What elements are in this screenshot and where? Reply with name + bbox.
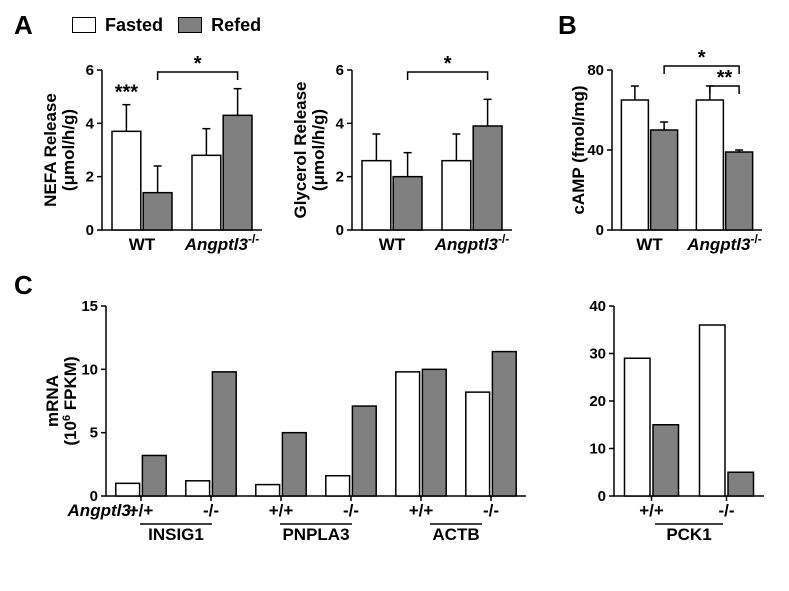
legend: Fasted Refed xyxy=(72,14,261,36)
legend-label-refed: Refed xyxy=(211,15,261,35)
svg-text:6: 6 xyxy=(336,62,344,79)
svg-text:***: *** xyxy=(115,82,139,104)
svg-text:Angptl3:: Angptl3: xyxy=(67,501,137,520)
svg-text:WT: WT xyxy=(379,235,406,254)
svg-text:4: 4 xyxy=(86,115,95,132)
panel-label-c: C xyxy=(14,270,33,301)
svg-text:0: 0 xyxy=(598,488,606,505)
svg-text:PNPLA3: PNPLA3 xyxy=(282,525,349,544)
svg-text:40: 40 xyxy=(589,298,606,315)
svg-text:2: 2 xyxy=(86,169,94,186)
svg-text:80: 80 xyxy=(587,62,604,79)
svg-text:PCK1: PCK1 xyxy=(666,525,711,544)
svg-text:Angptl3-/-: Angptl3-/- xyxy=(434,232,510,254)
svg-text:0: 0 xyxy=(336,222,344,239)
svg-text:*: * xyxy=(194,53,202,75)
svg-text:5: 5 xyxy=(90,425,98,442)
svg-text:20: 20 xyxy=(589,393,606,410)
svg-text:10: 10 xyxy=(589,441,606,458)
svg-text:+/+: +/+ xyxy=(409,501,434,520)
svg-text:mRNA(106 FPKM): mRNA(106 FPKM) xyxy=(43,356,80,445)
camp-chart: 04080cAMP (fmol/mg)WTAngptl3-/-*** xyxy=(570,44,780,279)
svg-text:+/+: +/+ xyxy=(639,501,664,520)
svg-text:WT: WT xyxy=(129,235,156,254)
svg-text:INSIG1: INSIG1 xyxy=(148,525,204,544)
svg-text:+/+: +/+ xyxy=(269,501,294,520)
svg-text:0: 0 xyxy=(596,222,604,239)
svg-text:30: 30 xyxy=(589,346,606,363)
svg-text:ACTB: ACTB xyxy=(432,525,479,544)
svg-text:WT: WT xyxy=(636,235,663,254)
legend-label-fasted: Fasted xyxy=(105,15,163,35)
panel-label-a: A xyxy=(14,10,33,41)
svg-text:6: 6 xyxy=(86,62,94,79)
panel-label-b: B xyxy=(558,10,577,41)
svg-text:Glycerol Release(μmol/h/g): Glycerol Release(μmol/h/g) xyxy=(291,81,328,218)
svg-text:40: 40 xyxy=(587,142,604,159)
svg-text:*: * xyxy=(444,53,452,75)
mrna-left-chart: 051015mRNA(106 FPKM)+/+-/-+/+-/-+/+-/-An… xyxy=(50,296,540,586)
figure: A B C Fasted Refed 0 2 4 6 NEFA Release(μmol… xyxy=(10,10,779,581)
svg-text:10: 10 xyxy=(81,361,98,378)
svg-text:-/-: -/- xyxy=(483,501,499,520)
svg-text:15: 15 xyxy=(81,298,98,315)
svg-text:Angptl3-/-: Angptl3-/- xyxy=(184,232,260,254)
legend-swatch-fasted xyxy=(72,17,96,33)
legend-swatch-refed xyxy=(178,17,202,33)
mrna-right-chart: 0 10 20 30 40 +/+ -/- PCK1 xyxy=(580,296,780,586)
svg-text:2: 2 xyxy=(336,169,344,186)
svg-text:-/-: -/- xyxy=(203,501,219,520)
svg-text:cAMP (fmol/mg): cAMP (fmol/mg) xyxy=(569,85,588,214)
svg-text:-/-: -/- xyxy=(343,501,359,520)
svg-text:4: 4 xyxy=(336,115,345,132)
svg-text:-/-: -/- xyxy=(718,501,734,520)
svg-text:NEFA Release(μmol/h/g): NEFA Release(μmol/h/g) xyxy=(41,93,78,207)
svg-text:*: * xyxy=(698,47,706,69)
svg-text:Angptl3-/-: Angptl3-/- xyxy=(686,232,762,254)
nefa-chart: 0246NEFA Release(μmol/h/g)WTAngptl3-/-**… xyxy=(50,44,285,279)
svg-text:**: ** xyxy=(717,67,733,89)
svg-text:0: 0 xyxy=(86,222,94,239)
glycerol-chart: 0246Glycerol Release(μmol/h/g)WTAngptl3-… xyxy=(300,44,535,279)
